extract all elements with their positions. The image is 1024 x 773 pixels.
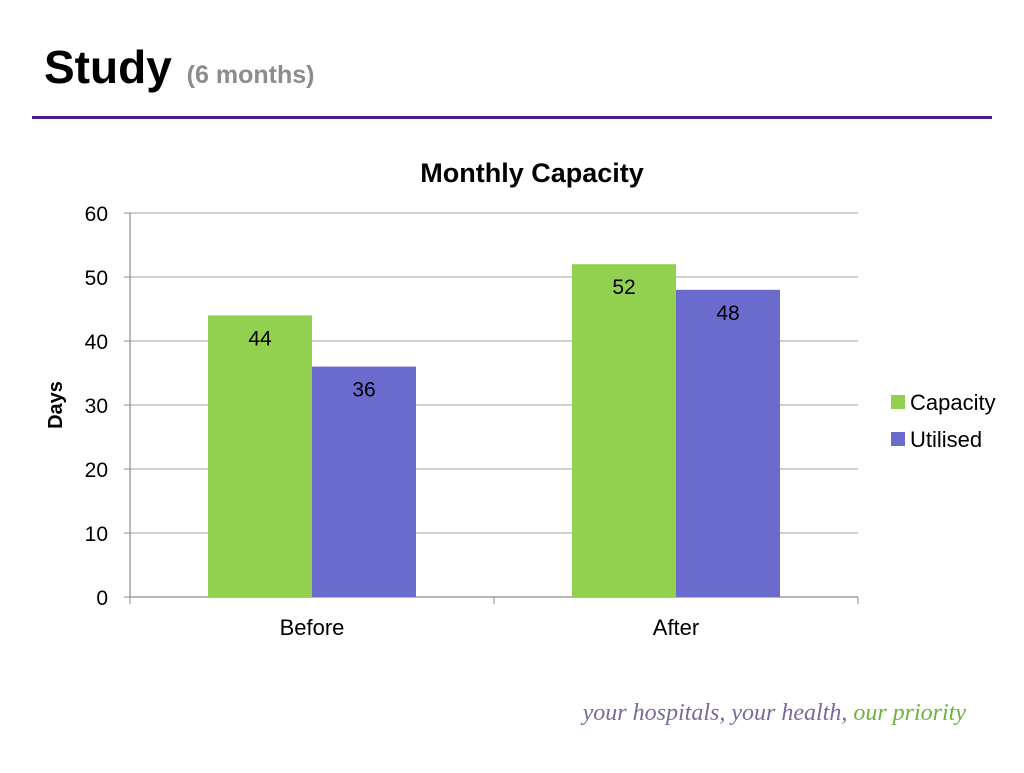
y-axis-label: Days (45, 381, 67, 429)
legend-swatch-capacity (891, 395, 905, 409)
y-tick-label: 30 (85, 395, 108, 418)
y-tick-label: 10 (85, 523, 108, 546)
data-label: 48 (716, 302, 739, 325)
y-tick-label: 60 (85, 203, 108, 226)
legend-label-utilised: Utilised (910, 427, 982, 452)
footer-tagline: your hospitals, your health, our priorit… (583, 700, 966, 727)
data-label: 52 (612, 276, 635, 299)
legend-label-capacity: Capacity (910, 390, 996, 415)
slide-subtitle: (6 months) (186, 61, 315, 89)
y-tick-label: 40 (85, 331, 108, 354)
x-tick-label: Before (280, 615, 345, 640)
y-tick-label: 50 (85, 267, 108, 290)
data-label: 36 (352, 379, 375, 402)
tagline-accent: our priority (853, 700, 966, 726)
tagline-prefix: your hospitals, your health, (582, 700, 848, 726)
y-tick-label: 0 (96, 587, 108, 610)
bar-utilised-after (676, 289, 780, 597)
data-label: 44 (248, 327, 272, 350)
chart-title: Monthly Capacity (420, 158, 644, 188)
slide-title: Study (6 months) (44, 40, 314, 94)
bar-utilised-before (312, 366, 416, 597)
slide-title-main: Study (44, 41, 172, 93)
legend-swatch-utilised (891, 432, 905, 446)
y-tick-label: 20 (85, 459, 108, 482)
x-tick-label: After (653, 615, 699, 640)
bar-capacity-after (572, 264, 676, 597)
bar-capacity-before (208, 315, 312, 597)
title-divider (32, 116, 992, 119)
